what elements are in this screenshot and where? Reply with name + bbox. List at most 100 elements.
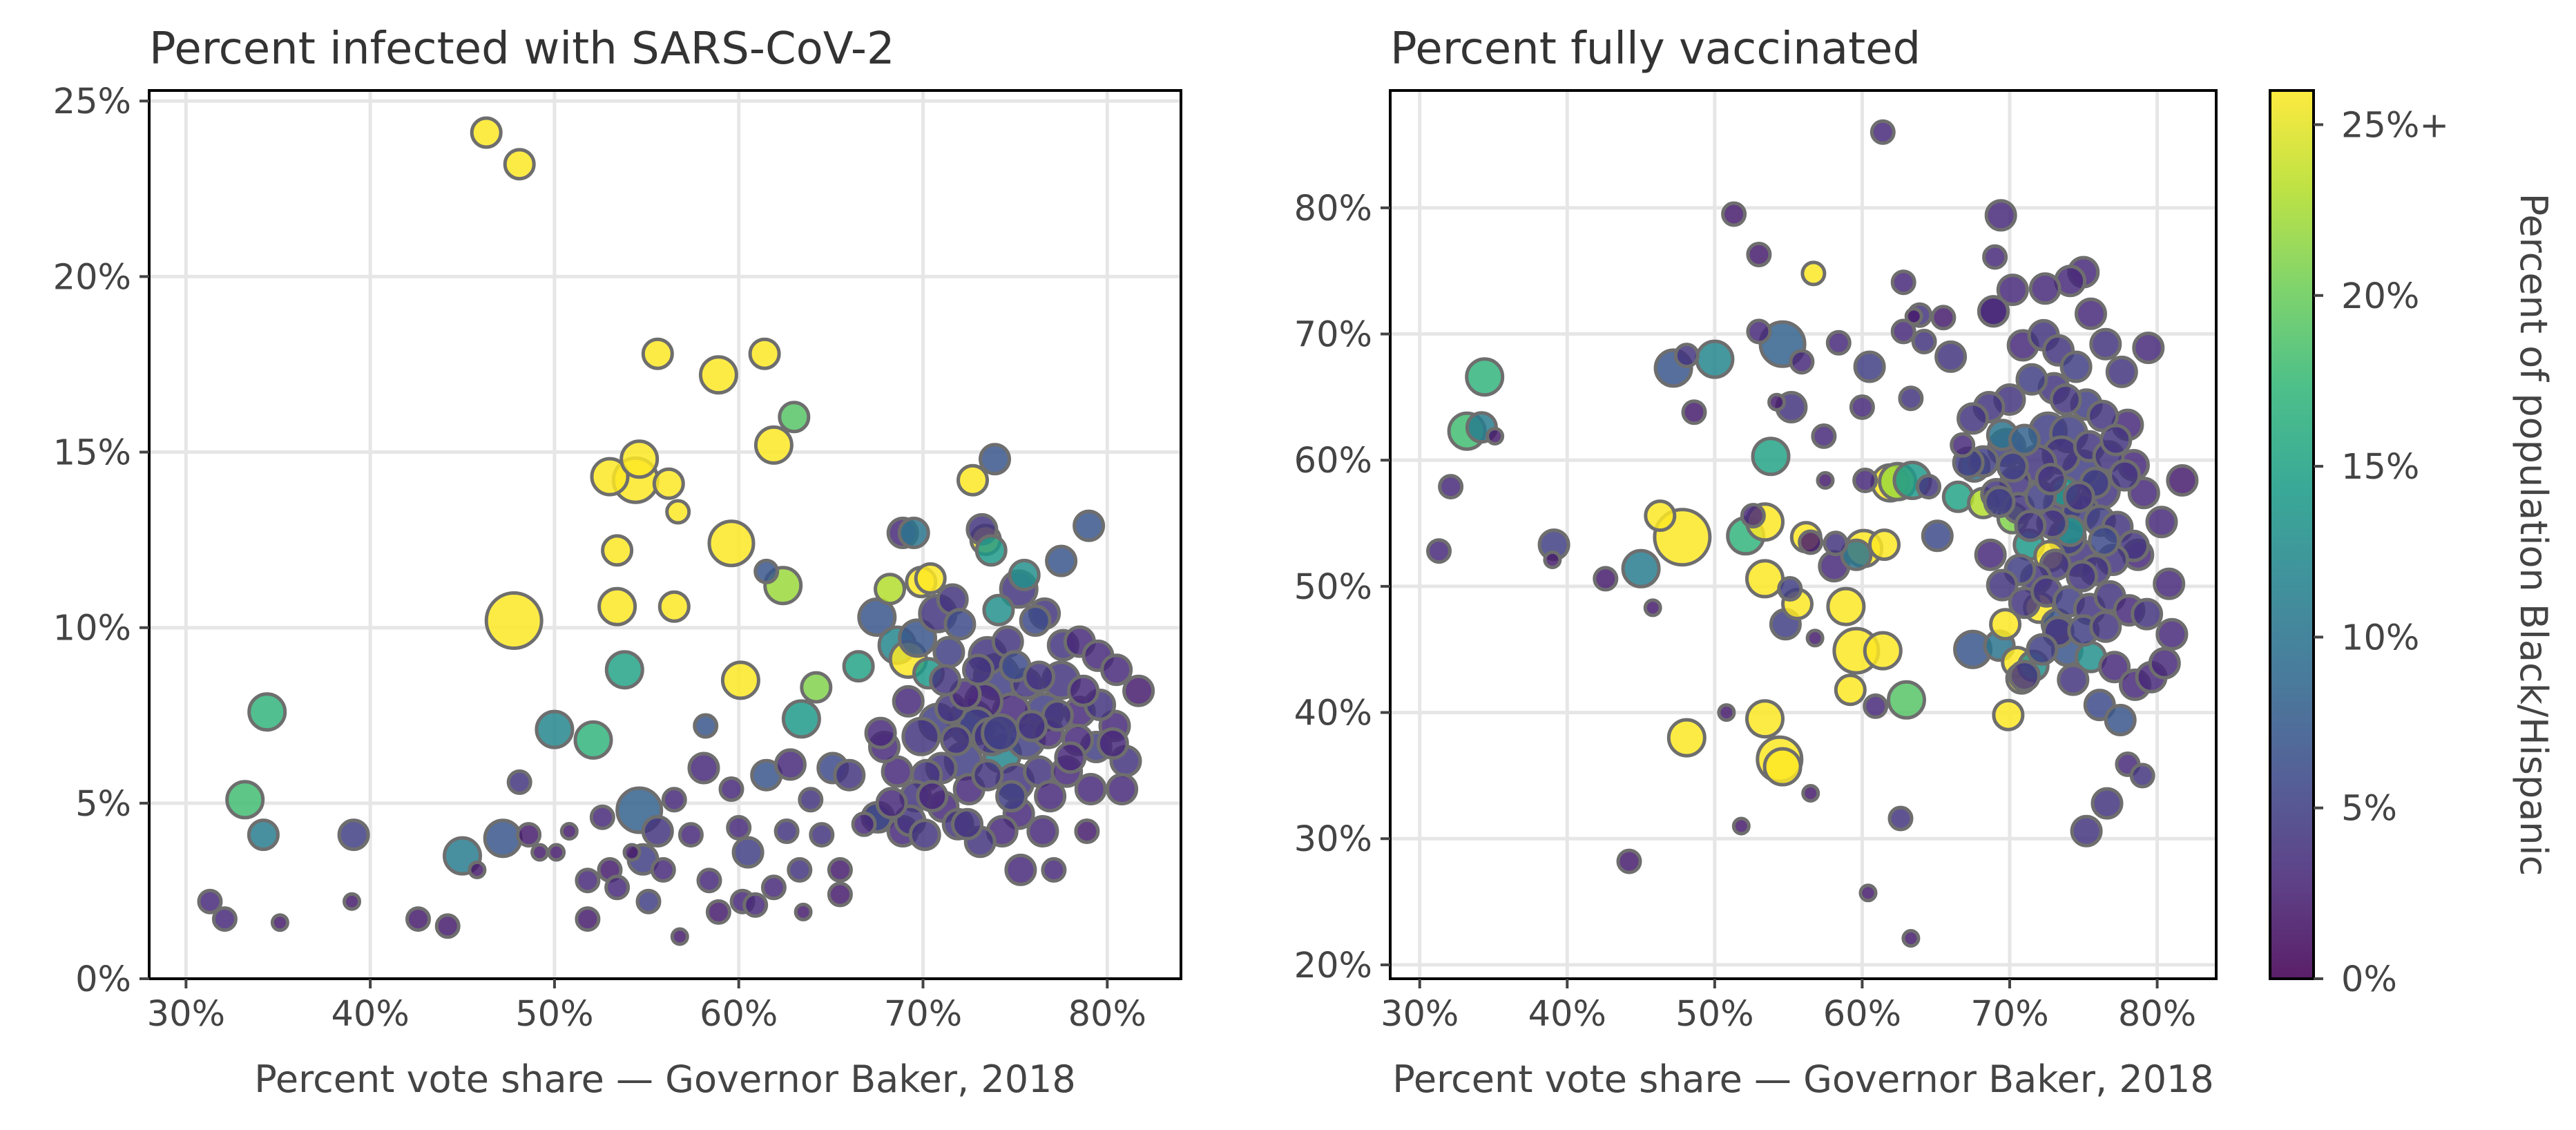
- data-point: [1816, 471, 1835, 490]
- data-point: [1890, 318, 1916, 345]
- data-point: [2075, 297, 2107, 330]
- data-point: [1643, 598, 1662, 617]
- infected-scatter-panel: 30% 40% 50% 60% 70% 80% 0% 5% 10% 15% 20% 25% Perce…: [53, 23, 1182, 1101]
- data-point: [693, 713, 719, 739]
- x-tick-label: 50%: [1675, 994, 1753, 1035]
- data-point: [2015, 363, 2048, 396]
- data-point: [2098, 651, 2131, 684]
- data-point: [809, 822, 835, 848]
- data-point: [650, 856, 676, 883]
- data-point: [1073, 509, 1106, 542]
- x-tick-label: 80%: [1068, 994, 1146, 1035]
- data-point: [1853, 350, 1886, 383]
- data-point: [974, 534, 1008, 567]
- data-point: [2035, 463, 2068, 496]
- colorbar-label: Percent of population Black/Hispanic: [2512, 193, 2555, 876]
- data-point: [1852, 468, 1878, 493]
- data-point: [773, 818, 800, 844]
- data-point: [705, 899, 731, 925]
- data-point: [1762, 747, 1803, 787]
- colorbar-tick-label: 10%: [2341, 617, 2419, 658]
- data-point: [875, 787, 908, 820]
- data-point: [787, 856, 813, 883]
- data-point: [916, 780, 949, 813]
- y-tick-label: 20%: [53, 257, 131, 298]
- data-point: [483, 818, 523, 859]
- data-point: [760, 874, 787, 901]
- data-point: [2062, 480, 2095, 513]
- chart-title: Percent infected with SARS-CoV-2: [149, 23, 895, 75]
- data-point: [742, 892, 769, 918]
- data-point: [657, 590, 691, 623]
- y-tick-label: 30%: [1294, 819, 1372, 860]
- data-point: [753, 558, 780, 584]
- x-tick-label: 40%: [1528, 994, 1606, 1035]
- data-point: [981, 713, 1021, 753]
- data-point: [731, 836, 765, 869]
- data-point: [247, 692, 287, 732]
- data-point: [1825, 329, 1852, 356]
- data-point: [1840, 538, 1873, 571]
- data-point: [1616, 848, 1642, 874]
- data-point: [1438, 474, 1464, 500]
- data-point: [211, 906, 238, 932]
- y-tick-label: 0%: [75, 959, 131, 1000]
- data-point: [665, 499, 691, 525]
- data-point: [470, 116, 503, 149]
- data-point: [1904, 307, 1923, 326]
- data-point: [2104, 704, 2137, 736]
- data-point: [1983, 486, 2016, 518]
- data-point: [1868, 528, 1901, 562]
- data-point: [516, 822, 542, 848]
- data-point: [1777, 576, 1803, 602]
- data-point: [1930, 305, 1957, 331]
- plot-frame: [1389, 89, 2218, 980]
- data-point: [405, 906, 431, 932]
- data-point: [1934, 340, 1968, 373]
- data-point: [851, 811, 877, 837]
- data-point: [1045, 544, 1078, 577]
- data-point: [1989, 608, 2022, 641]
- data-point: [197, 888, 223, 914]
- data-point: [1863, 631, 1903, 671]
- data-point: [1986, 568, 2019, 602]
- data-point: [575, 868, 601, 894]
- data-point: [971, 758, 1004, 792]
- data-point: [530, 843, 550, 862]
- data-point: [892, 684, 925, 718]
- data-point: [1004, 853, 1037, 886]
- data-point: [1695, 339, 1735, 379]
- data-point: [2028, 272, 2061, 305]
- data-point: [468, 860, 487, 879]
- gridlines: [1390, 90, 2216, 979]
- data-point: [726, 814, 752, 841]
- x-tick-label: 30%: [147, 994, 225, 1035]
- data-point: [962, 653, 994, 687]
- data-point: [827, 881, 853, 908]
- data-point: [2089, 327, 2122, 361]
- data-point: [995, 780, 1028, 813]
- data-point: [635, 888, 662, 914]
- data-point: [1067, 674, 1100, 707]
- data-point: [698, 355, 738, 395]
- data-point: [1890, 269, 1916, 296]
- data-point: [1015, 709, 1048, 743]
- data-point: [687, 751, 720, 785]
- data-point: [2008, 423, 2041, 457]
- data-point: [1681, 399, 1707, 425]
- data-point: [833, 758, 866, 792]
- data-point: [1834, 673, 1867, 707]
- data-point: [434, 913, 461, 939]
- data-point: [2108, 459, 2142, 492]
- colorbar-ticks: 0% 5% 10% 15% 20% 25%+: [2314, 105, 2449, 1000]
- data-point: [1805, 629, 1825, 648]
- data-point: [1789, 349, 1815, 375]
- y-tick-label: 10%: [53, 609, 131, 649]
- data-point: [778, 401, 811, 434]
- data-point: [1034, 780, 1067, 813]
- colorbar-tick-label: 5%: [2341, 789, 2397, 830]
- data-point: [677, 822, 704, 848]
- data-point: [798, 787, 824, 813]
- data-point: [1869, 119, 1896, 145]
- data-point: [1593, 566, 1619, 592]
